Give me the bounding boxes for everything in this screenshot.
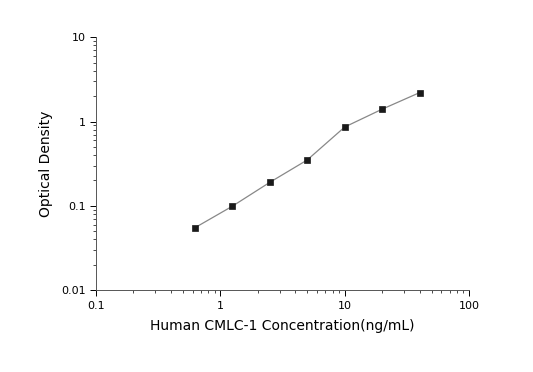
Y-axis label: Optical Density: Optical Density xyxy=(38,110,53,217)
X-axis label: Human CMLC-1 Concentration(ng/mL): Human CMLC-1 Concentration(ng/mL) xyxy=(150,319,415,333)
